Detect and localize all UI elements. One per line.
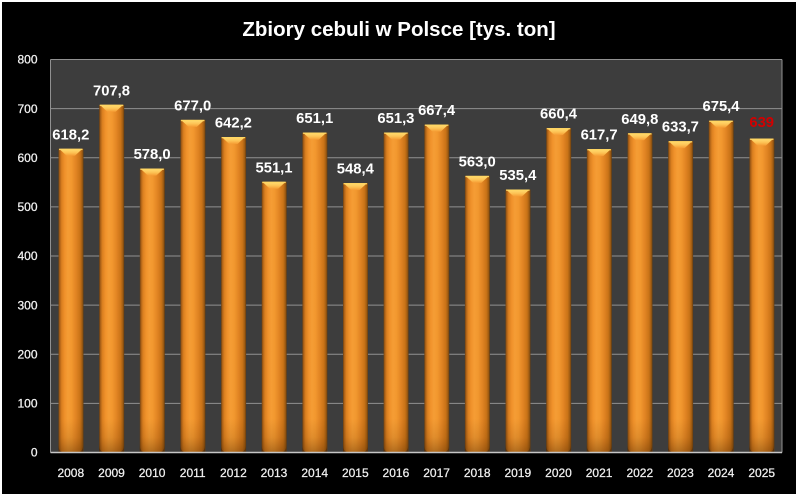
svg-text:651,3: 651,3 [377,111,414,127]
svg-text:2015: 2015 [342,466,369,480]
svg-text:651,1: 651,1 [296,111,333,127]
svg-text:600: 600 [17,151,37,165]
svg-text:578,0: 578,0 [134,147,171,163]
svg-text:100: 100 [17,397,37,411]
svg-text:0: 0 [31,446,38,460]
svg-text:677,0: 677,0 [174,98,211,114]
svg-text:2017: 2017 [423,466,450,480]
svg-text:400: 400 [17,249,37,263]
svg-text:2012: 2012 [220,466,247,480]
svg-text:2014: 2014 [301,466,328,480]
svg-text:2009: 2009 [98,466,125,480]
svg-text:618,2: 618,2 [52,127,89,143]
svg-text:2022: 2022 [626,466,653,480]
svg-text:2010: 2010 [139,466,166,480]
svg-text:660,4: 660,4 [540,107,578,123]
svg-text:563,0: 563,0 [459,154,496,170]
svg-text:2020: 2020 [545,466,572,480]
svg-text:639: 639 [749,115,774,131]
svg-text:2021: 2021 [586,466,613,480]
svg-text:800: 800 [17,53,37,67]
svg-text:200: 200 [17,347,37,361]
svg-text:675,4: 675,4 [702,99,740,115]
svg-text:2008: 2008 [57,466,84,480]
svg-text:667,4: 667,4 [418,103,456,119]
svg-text:535,4: 535,4 [499,168,537,184]
svg-text:2025: 2025 [748,466,775,480]
svg-text:300: 300 [17,298,37,312]
svg-text:2011: 2011 [180,466,206,480]
svg-text:649,8: 649,8 [621,112,658,128]
svg-text:551,1: 551,1 [255,160,292,176]
svg-text:2023: 2023 [667,466,694,480]
svg-text:500: 500 [17,200,37,214]
svg-text:617,7: 617,7 [581,128,618,144]
svg-text:707,8: 707,8 [93,83,130,99]
svg-text:2024: 2024 [708,466,735,480]
svg-text:2019: 2019 [504,466,531,480]
svg-text:633,7: 633,7 [662,120,699,136]
svg-text:2013: 2013 [261,466,288,480]
svg-text:700: 700 [17,102,37,116]
svg-text:642,2: 642,2 [215,116,252,132]
svg-text:548,4: 548,4 [337,162,375,178]
svg-text:2016: 2016 [383,466,410,480]
svg-text:Zbiory cebuli w Polsce [tys. t: Zbiory cebuli w Polsce [tys. ton] [242,18,555,41]
svg-text:2018: 2018 [464,466,491,480]
